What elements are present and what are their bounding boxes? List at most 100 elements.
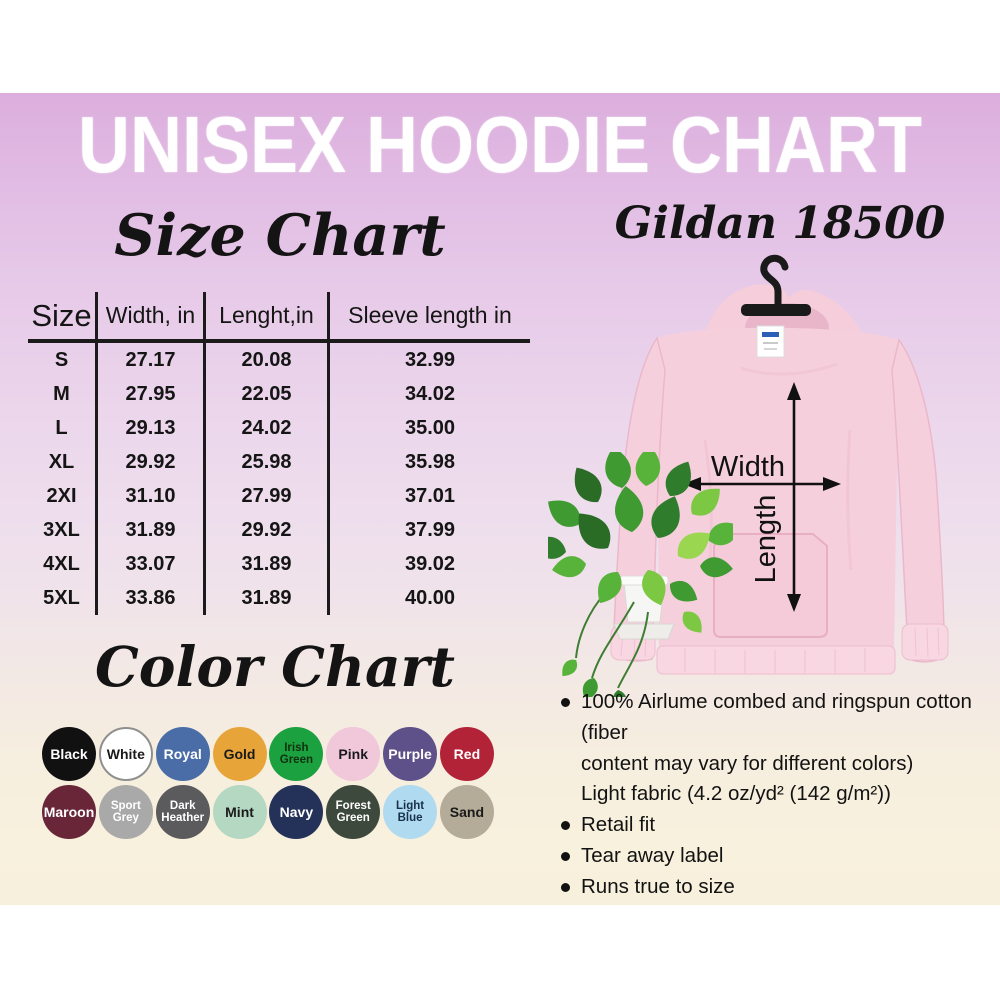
- feature-item-fabric: 100% Airlume combed and ringspun cotton …: [556, 687, 996, 810]
- table-cell-length: 27.99: [206, 479, 330, 513]
- table-cell-size: XL: [28, 445, 98, 479]
- size-table: Size Width, in Lenght,in Sleeve length i…: [28, 292, 530, 615]
- table-cell-size: 2XI: [28, 479, 98, 513]
- color-swatch-dark-heather: Dark Heather: [155, 785, 210, 839]
- color-swatch-label: Light Blue: [396, 799, 425, 824]
- color-swatch-label: Mint: [225, 803, 254, 820]
- color-swatch-label: Black: [50, 745, 88, 762]
- color-swatch-navy: Navy: [269, 785, 324, 839]
- table-cell-sleeve: 35.98: [404, 450, 456, 473]
- product-name: Gildan 18500: [614, 198, 946, 249]
- table-cell-sleeve: 39.02: [404, 552, 456, 575]
- color-swatch-maroon: Maroon: [42, 785, 96, 839]
- hem-band: [656, 645, 896, 675]
- color-swatch-row-1: Black White Royal Gold Irish Green Pink …: [42, 727, 494, 781]
- kangaroo-pocket: [713, 533, 828, 638]
- table-cell-length: 31.89: [206, 547, 330, 581]
- hanger-hook-icon: [760, 254, 789, 310]
- color-swatch-label: White: [106, 745, 145, 762]
- col-header-width: Width, in: [98, 292, 206, 343]
- color-swatch-label: Maroon: [43, 803, 95, 820]
- color-swatch-purple: Purple: [383, 727, 438, 781]
- feature-item-label: Tear away label: [556, 841, 996, 872]
- color-swatch-label: Forest Green: [335, 799, 371, 824]
- right-cuff: [901, 623, 949, 661]
- table-cell-length: 22.05: [206, 377, 330, 411]
- color-swatch-black: Black: [42, 727, 96, 781]
- plant-leaves: [548, 452, 733, 697]
- hoodie-right-sleeve: [891, 338, 945, 663]
- table-cell-width: 27.95: [98, 377, 206, 411]
- width-arrow: [683, 477, 841, 491]
- color-swatch-label: Navy: [279, 803, 314, 820]
- feature-line: content may vary for different colors): [581, 751, 914, 775]
- feature-list: 100% Airlume combed and ringspun cotton …: [556, 687, 996, 903]
- table-cell-width: 29.13: [98, 411, 206, 445]
- feature-line: Runs true to size: [581, 874, 735, 898]
- feature-item-size: Runs true to size: [556, 872, 996, 903]
- table-cell-width: 31.10: [98, 479, 206, 513]
- color-swatch-label: Royal: [163, 745, 202, 762]
- col-header-sleeve: Sleeve length in: [330, 292, 530, 343]
- color-swatch-row-2: Maroon Sport Grey Dark Heather Mint Navy…: [42, 785, 494, 839]
- page-title: UNISEX HOODIE CHART: [77, 100, 923, 189]
- table-cell-length: 31.89: [206, 581, 330, 615]
- color-swatch-gold: Gold: [212, 727, 267, 781]
- feature-line: Light fabric (4.2 oz/yd² (142 g/m²)): [581, 782, 891, 806]
- table-cell-size: S: [28, 343, 98, 377]
- width-arrow-label: Width: [711, 451, 785, 483]
- length-arrow-label: Length: [750, 495, 782, 584]
- color-swatch-royal: Royal: [155, 727, 210, 781]
- color-swatch-red: Red: [439, 727, 494, 781]
- table-cell-length: 25.98: [206, 445, 330, 479]
- color-swatch-sport-grey: Sport Grey: [98, 785, 153, 839]
- neck-label: [756, 325, 785, 358]
- color-swatch-label: Purple: [388, 745, 432, 762]
- table-cell-width: 33.07: [98, 547, 206, 581]
- color-swatch-light-blue: Light Blue: [383, 785, 438, 839]
- table-cell-width: 27.17: [98, 343, 206, 377]
- color-swatch-pink: Pink: [326, 727, 381, 781]
- feature-item-fit: Retail fit: [556, 810, 996, 841]
- table-cell-sleeve: 37.99: [404, 518, 456, 541]
- col-header-length: Lenght,in: [206, 292, 330, 343]
- table-cell-length: 29.92: [206, 513, 330, 547]
- table-cell-width: 29.92: [98, 445, 206, 479]
- table-cell-length: 24.02: [206, 411, 330, 445]
- neck-label-text-line: [763, 342, 778, 344]
- color-swatch-label: Sand: [449, 803, 485, 820]
- table-cell-sleeve: 37.01: [404, 484, 456, 507]
- table-cell-sleeve: 40.00: [404, 586, 456, 609]
- table-cell-size: L: [28, 411, 98, 445]
- table-cell-size: 4XL: [28, 547, 98, 581]
- length-arrow: [787, 382, 801, 612]
- color-swatch-label: Sport Grey: [110, 799, 141, 824]
- col-header-size: Size: [28, 292, 98, 343]
- table-cell-width: 33.86: [98, 581, 206, 615]
- table-cell-size: M: [28, 377, 98, 411]
- color-swatch-label: Irish Green: [279, 741, 313, 766]
- color-chart-heading: Color Chart: [95, 634, 455, 699]
- table-cell-width: 31.89: [98, 513, 206, 547]
- table-cell-sleeve: 34.02: [404, 382, 456, 405]
- table-cell-size: 5XL: [28, 581, 98, 615]
- feature-line: 100% Airlume combed and ringspun cotton …: [581, 690, 972, 744]
- table-cell-sleeve: 35.00: [404, 416, 456, 439]
- color-swatch-label: Red: [453, 745, 481, 762]
- color-swatch-label: Pink: [338, 745, 368, 762]
- plant-photo: [548, 452, 733, 697]
- color-swatch-label: Gold: [223, 745, 256, 762]
- table-cell-length: 20.08: [206, 343, 330, 377]
- neck-label-brand: [762, 332, 779, 337]
- color-swatch-sand: Sand: [439, 785, 494, 839]
- feature-line: Tear away label: [581, 843, 724, 867]
- hanger-bar: [741, 304, 811, 316]
- color-swatch-forest-green: Forest Green: [326, 785, 381, 839]
- table-cell-sleeve: 32.99: [404, 348, 456, 371]
- color-swatch-irish-green: Irish Green: [269, 727, 324, 781]
- size-chart-heading: Size Chart: [114, 202, 446, 269]
- table-cell-size: 3XL: [28, 513, 98, 547]
- color-swatch-label: Dark Heather: [161, 799, 205, 824]
- color-swatch-white: White: [98, 727, 153, 781]
